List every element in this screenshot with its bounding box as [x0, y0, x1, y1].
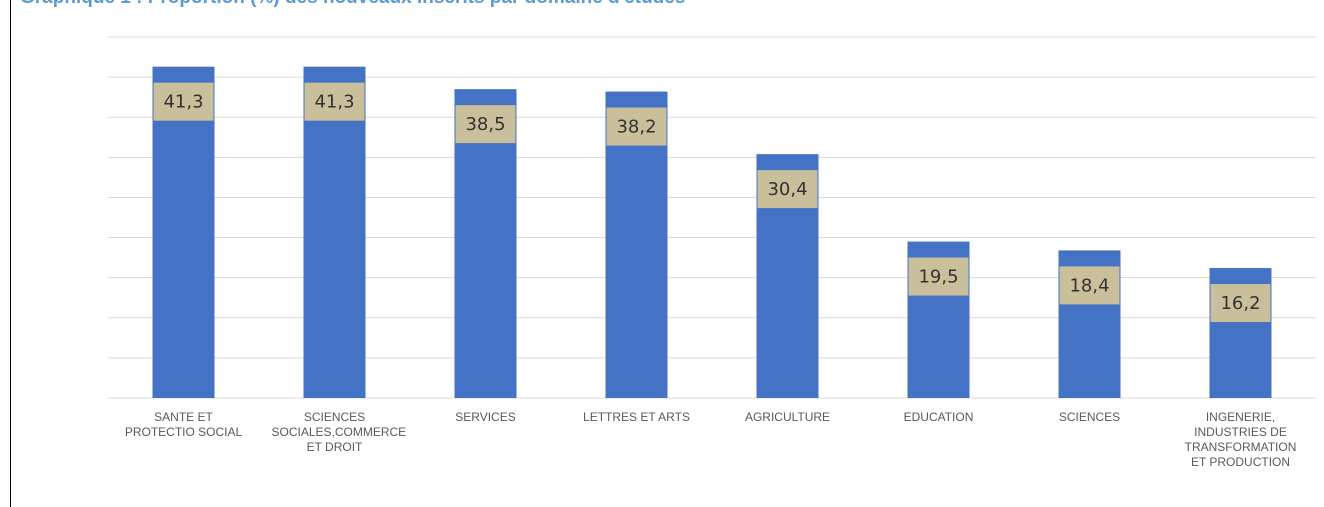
x-tick-label: LETTRES ET ARTS	[583, 410, 690, 424]
value-label: 16,2	[1220, 293, 1260, 314]
bar	[303, 66, 366, 398]
x-tick-label: SANTE ET PROTECTIO SOCIAL	[124, 410, 243, 439]
value-label-box	[606, 107, 667, 146]
x-tick-label: SCIENCES SOCIALES,COMMERCE ET DROIT	[271, 410, 407, 454]
value-label: 18,4	[1069, 275, 1109, 296]
value-label: 38,2	[616, 117, 656, 138]
value-label: 19,5	[918, 267, 958, 288]
x-tick-label: SCIENCES	[1058, 410, 1121, 424]
x-tick-label: AGRICULTURE	[744, 410, 831, 424]
x-tick-label: EDUCATION	[903, 410, 974, 424]
value-label-box	[757, 170, 818, 209]
value-label-box	[1059, 266, 1120, 305]
x-tick-label: SERVICES	[455, 410, 516, 424]
value-label: 41,3	[314, 92, 354, 113]
bar	[152, 66, 215, 398]
value-label-box	[455, 105, 516, 144]
chart-title: Graphique 1 : Proportion (%) des nouveau…	[20, 0, 685, 8]
value-label-box	[908, 257, 969, 296]
value-label: 38,5	[465, 114, 505, 135]
value-label: 30,4	[767, 179, 807, 200]
value-label: 41,3	[163, 92, 203, 113]
value-label-box	[153, 82, 214, 121]
value-label-box	[304, 82, 365, 121]
x-tick-label: INGENERIE, INDUSTRIES DE TRANSFORMATION …	[1184, 410, 1297, 469]
value-label-box	[1210, 284, 1271, 323]
